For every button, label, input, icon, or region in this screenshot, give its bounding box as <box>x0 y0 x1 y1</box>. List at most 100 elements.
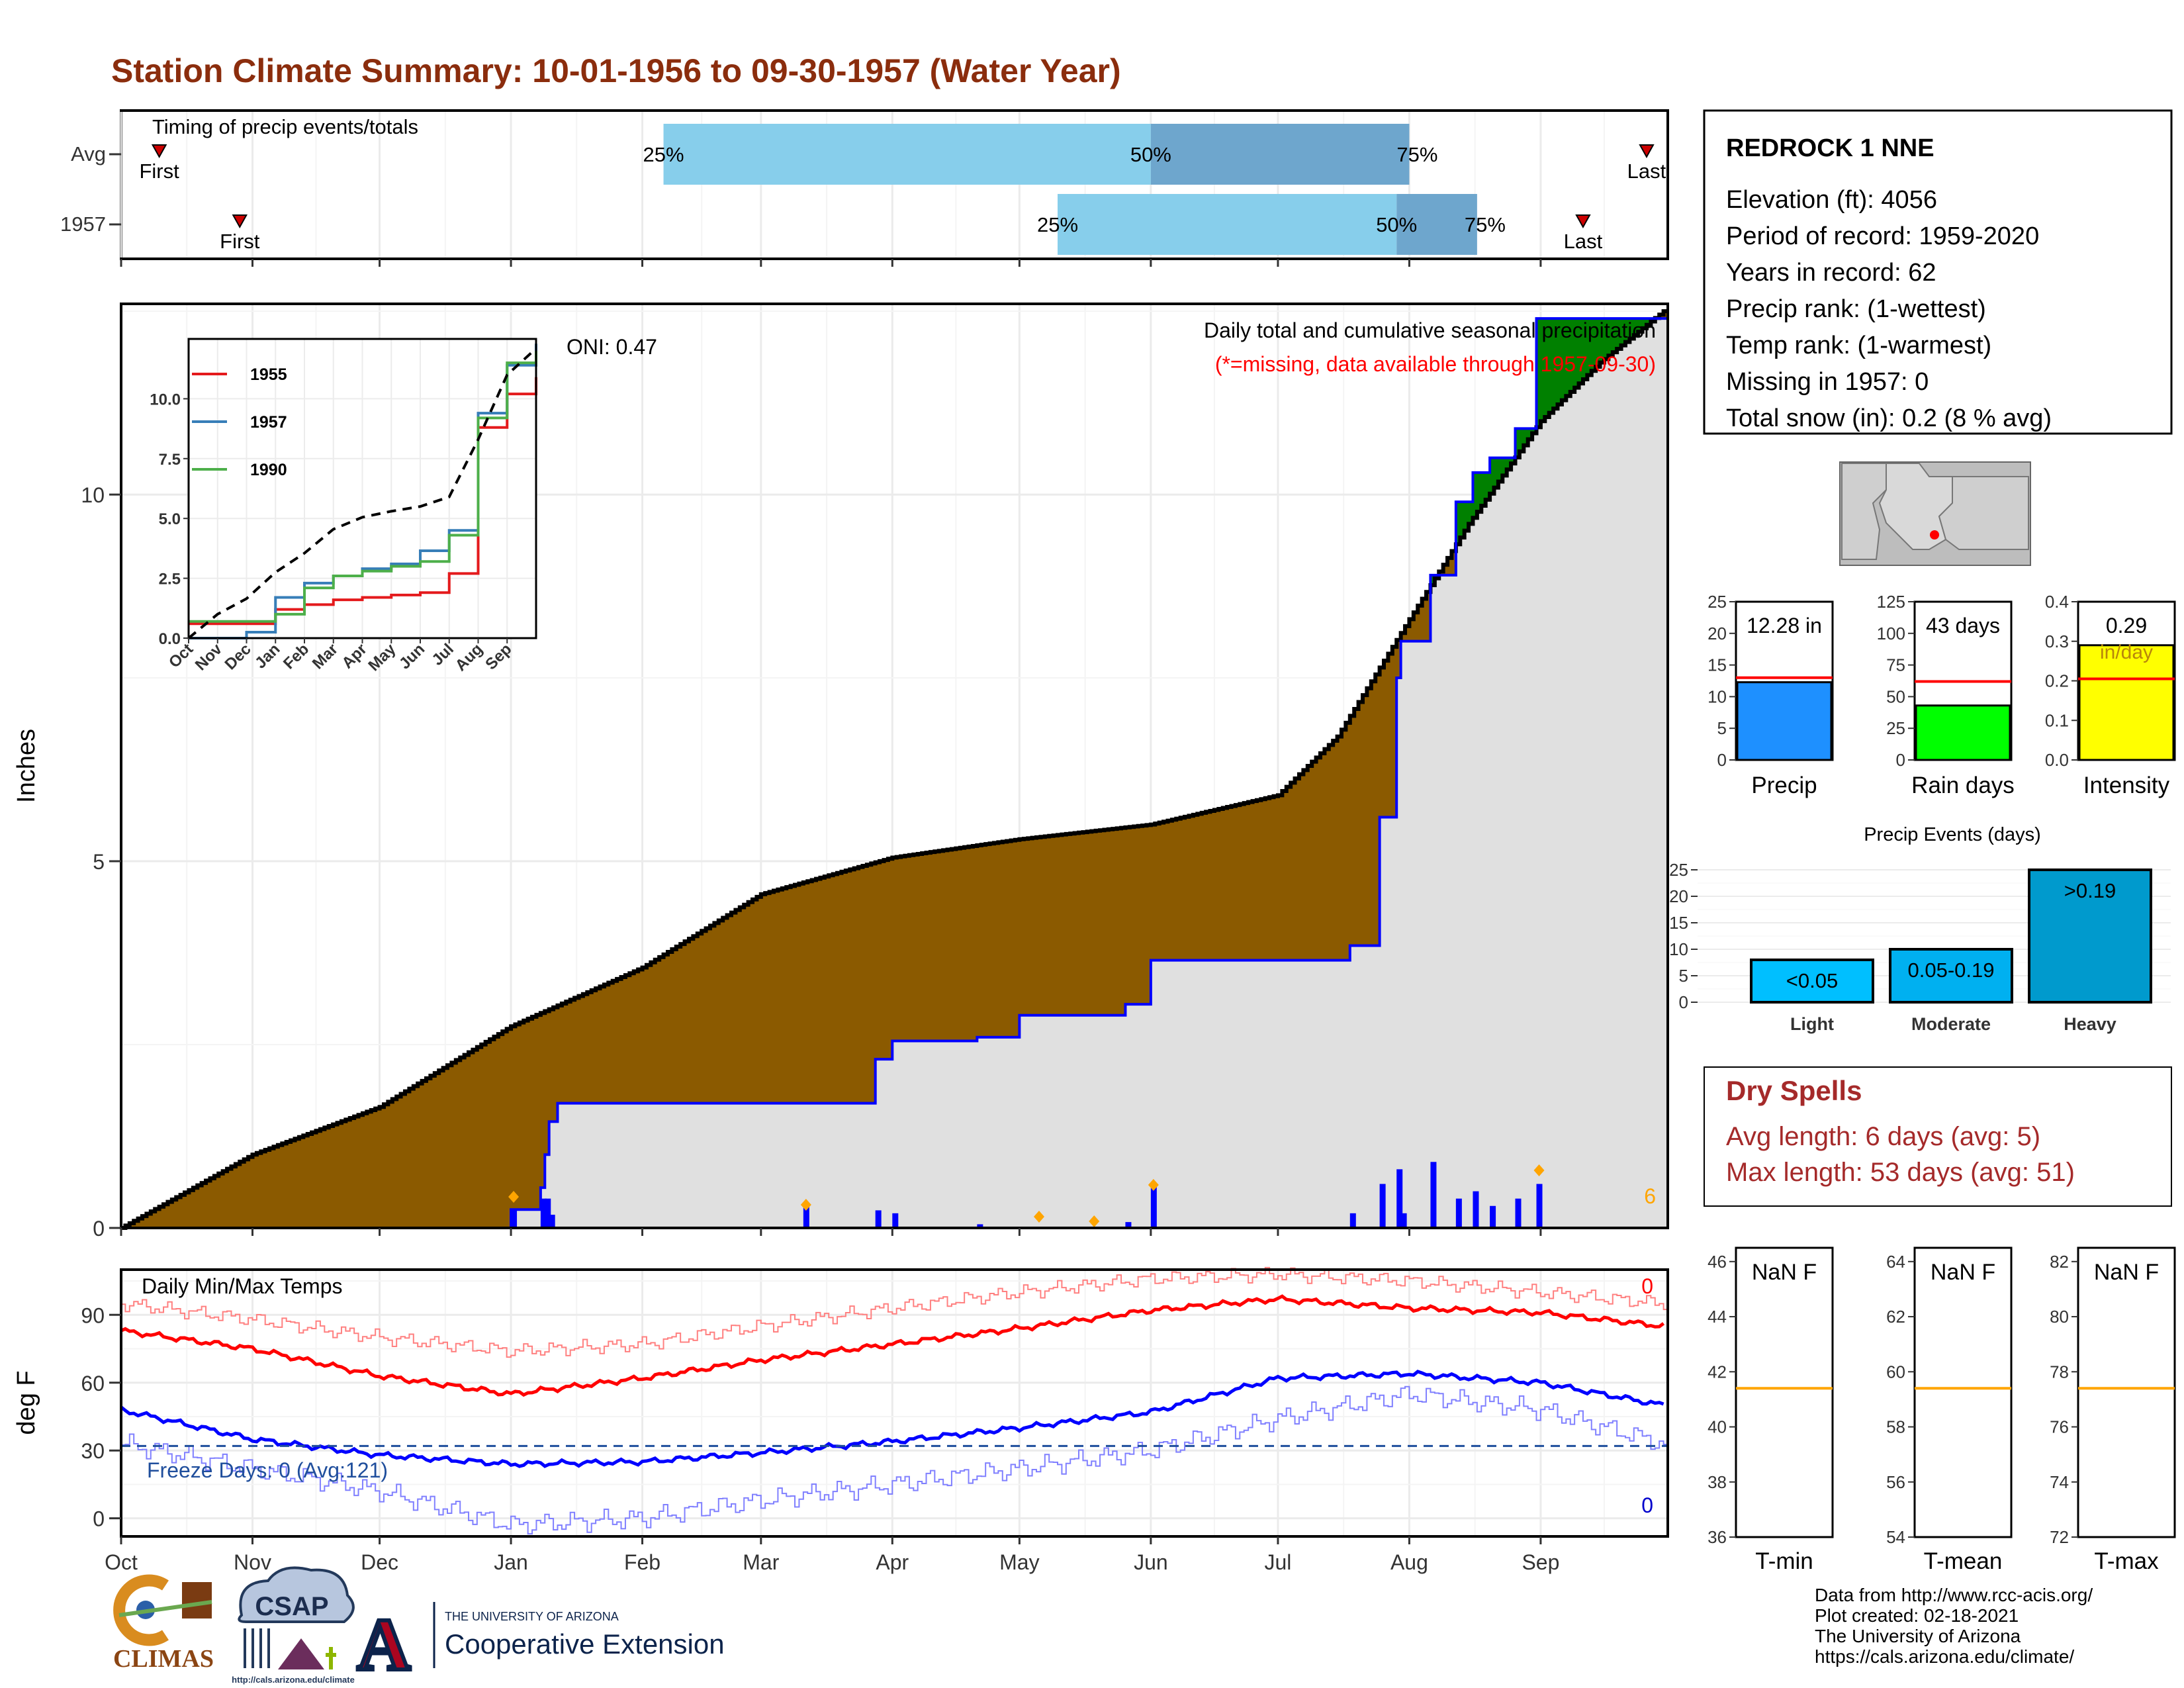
page-title: Station Climate Summary: 10-01-1956 to 0… <box>111 52 1121 89</box>
daily-precip-bar <box>1396 1169 1403 1228</box>
temp-box-value-label: NaN F <box>2094 1260 2159 1285</box>
mini-bar-name: Intensity <box>2083 773 2170 798</box>
timing-first-label: First <box>220 230 260 253</box>
timing-panel: 25% 50% 75% First Last 25% 50% 75% First Last Tim… <box>60 109 1669 267</box>
ua-cooperative-extension: Cooperative Extension <box>445 1628 725 1660</box>
temp-box-tick-label: 58 <box>1886 1417 1905 1437</box>
station-info-box: REDROCK 1 NNE Elevation (ft): 4056 Perio… <box>1703 109 2173 435</box>
temp-box-tick-label: 38 <box>1707 1472 1727 1492</box>
temp-box-value-label: NaN F <box>1752 1260 1817 1285</box>
location-map <box>1839 461 2031 566</box>
events-category-label: Light <box>1790 1014 1834 1034</box>
mini-bar-value-label: 0.29 <box>2106 614 2147 637</box>
events-bar <box>2028 868 2152 1004</box>
ua-cooperative-extension-logo: A THE UNIVERSITY OF ARIZONA Cooperative … <box>355 1602 725 1688</box>
precip-events-chart: Precip Events (days) <0.05 Light 0.05-0.19… <box>1669 824 2171 1034</box>
temp-box-tick-label: 74 <box>2050 1472 2069 1492</box>
mini-bar-tick-label: 20 <box>1707 624 1727 643</box>
event-marker <box>508 1191 520 1203</box>
month-tick-label: Jan <box>494 1550 528 1574</box>
month-tick-label: Apr <box>876 1550 909 1574</box>
inset-series-line <box>187 347 537 639</box>
month-tick-label: Aug <box>1390 1550 1428 1574</box>
precip-y-tick-label: 0 <box>93 1217 105 1241</box>
timing-bars: 25% 50% 75% First Last 25% 50% 75% First Last <box>139 124 1666 255</box>
station-temp-rank: Temp rank: (1-warmest) <box>1726 332 1991 359</box>
precip-y-tick-label: 5 <box>93 850 105 874</box>
temp-box-tick-label: 60 <box>1886 1362 1905 1382</box>
climas-swirl-icon <box>113 1574 169 1646</box>
mini-bar-tick-label: 10 <box>1707 686 1727 706</box>
inset-series-line <box>189 351 537 623</box>
temp-x-ticks: Oct Nov Dec Jan Feb Mar Apr May Jun Jul Aug Sep <box>105 1536 1559 1574</box>
csap-logo: CSAP http://cals.arizona.edu/climate <box>232 1566 355 1685</box>
mini-bar-tick-label: 5 <box>1717 718 1727 738</box>
events-bar-label: <0.05 <box>1786 969 1838 992</box>
timing-first-label: First <box>139 160 179 183</box>
events-y-ticks: 0 5 10 15 20 25 <box>1669 860 1698 1012</box>
daily-precip-bar <box>549 1215 555 1228</box>
month-tick-label: Mar <box>743 1550 779 1574</box>
csap-cactus-icon <box>326 1647 336 1669</box>
inset-y-tick-label: 10.0 <box>150 391 181 408</box>
timing-q25-label: 25% <box>643 143 684 166</box>
temp-box-tick-label: 64 <box>1886 1252 1905 1272</box>
summary-mini-bars: 12.28 in Precip 0 5 10 15 20 25 43 days Rain days… <box>1707 592 2176 798</box>
ua-logo-icon: A <box>357 1604 411 1686</box>
temp-box-tick-label: 76 <box>2050 1417 2069 1437</box>
timing-row-year-label: 1957 <box>60 212 106 236</box>
inset-lines <box>187 344 537 639</box>
station-missing: Missing in 1957: 0 <box>1726 368 1929 396</box>
precip-panel: 0 5 10 Daily total and cumulative seasonal… <box>13 303 1669 1241</box>
daily-precip-bar <box>892 1213 899 1228</box>
events-bar <box>1889 948 2013 1004</box>
map-state-nm <box>1938 476 2029 550</box>
inset-legend: 1955 1957 1990 <box>192 365 287 479</box>
precip-panel-title: Daily total and cumulative seasonal prec… <box>1204 318 1656 342</box>
mini-bar-name: Rain days <box>1911 773 2015 798</box>
inset-y-tick-label: 7.5 <box>159 451 181 469</box>
daily-precip-bar <box>1430 1162 1437 1228</box>
temp-frame <box>120 1268 1669 1538</box>
temp-box-tick-label: 36 <box>1707 1527 1727 1547</box>
mini-bar-tick-label: 0.1 <box>2045 710 2069 730</box>
events-tick-label: 15 <box>1669 913 1688 933</box>
timing-q25-q50-bar <box>663 124 1151 185</box>
station-elevation: Elevation (ft): 4056 <box>1726 186 1937 214</box>
event-marker <box>800 1199 811 1211</box>
mini-bar-tick-label: 100 <box>1877 624 1905 643</box>
mini-bar-tick-label: 0.2 <box>2045 671 2069 691</box>
temp-box-frame <box>1735 1246 1834 1538</box>
mini-bar-tick-label: 0.0 <box>2045 750 2069 770</box>
daily-precip-bar <box>1400 1213 1407 1228</box>
month-tick-label: Jul <box>1264 1550 1291 1574</box>
cumulative-inset: 0.02.55.07.510.0 OctNovDecJanFebMarAprMa… <box>150 338 537 675</box>
dry-spells-frame <box>1704 1066 2172 1207</box>
temp-box-tick-label: 62 <box>1886 1307 1905 1327</box>
station-box-frame <box>1703 109 2173 435</box>
footer-plot-created: Plot created: 02-18-2021 <box>1815 1605 2019 1626</box>
month-tick-label: Jun <box>1134 1550 1168 1574</box>
month-tick-label: Feb <box>624 1550 660 1574</box>
events-tick-label: 5 <box>1679 966 1688 986</box>
csap-url: http://cals.arizona.edu/climate <box>232 1675 355 1685</box>
precip-y-ticks: 0 5 10 <box>81 483 121 1241</box>
temp-box-tick-label: 40 <box>1707 1417 1727 1437</box>
temp-y-ticks: 0 30 60 90 <box>81 1303 121 1531</box>
timing-label: Timing of precip events/totals <box>152 115 418 138</box>
timing-q50-q75-bar <box>1396 194 1477 255</box>
daily-precip-bar <box>1536 1184 1543 1228</box>
temp-y-axis-label: deg F <box>13 1370 40 1434</box>
events-tick-label: 25 <box>1669 860 1688 880</box>
csap-cloud-icon <box>238 1566 355 1623</box>
climas-logo: CLIMAS <box>113 1574 214 1673</box>
dry-spells-avg: Avg length: 6 days (avg: 5) <box>1726 1122 2040 1151</box>
daily-precip-bar <box>1515 1198 1522 1228</box>
temp-y-tick-label: 0 <box>93 1507 105 1531</box>
station-location-marker <box>1930 530 1939 539</box>
events-tick-label: 0 <box>1679 992 1688 1012</box>
inset-series-line <box>189 344 537 639</box>
inset-y-ticks: 0.0 2.5 5.0 7.5 10.0 <box>150 391 189 648</box>
temp-box-tick-label: 56 <box>1886 1472 1905 1492</box>
